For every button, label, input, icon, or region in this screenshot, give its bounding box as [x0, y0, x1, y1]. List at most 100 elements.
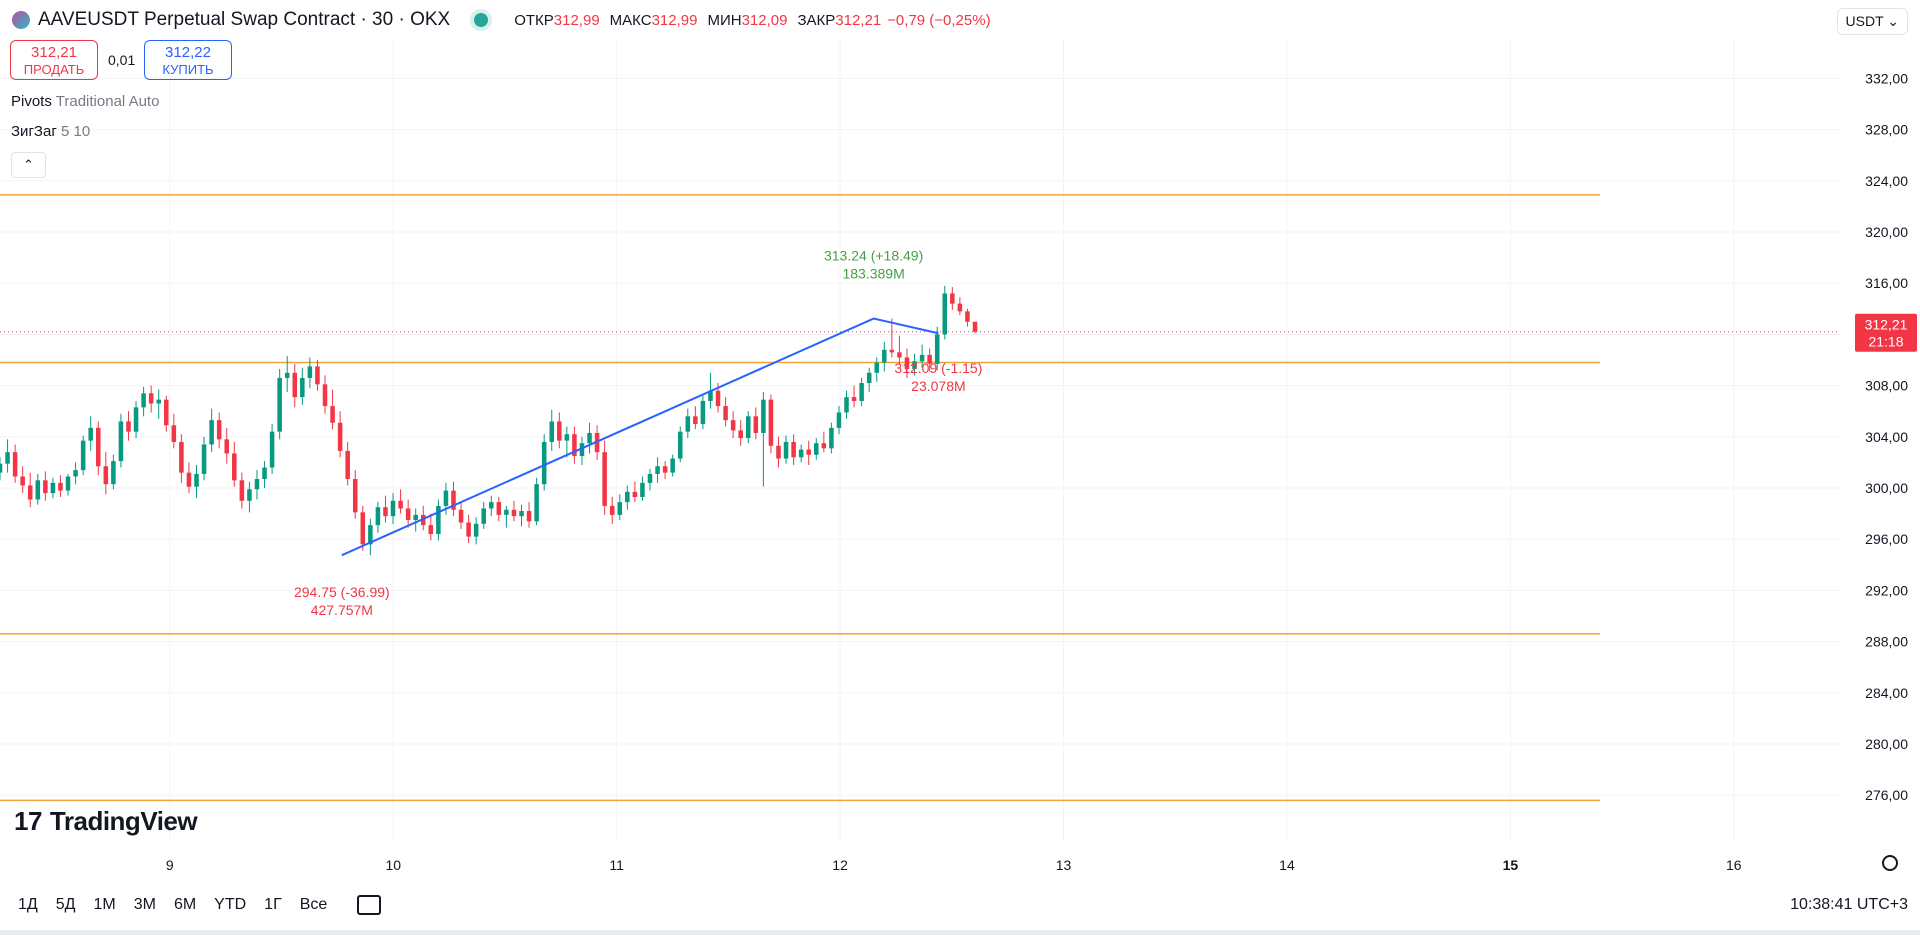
candle-body [814, 443, 819, 455]
candle-body [708, 390, 713, 401]
last-price-value: 312,21 [1865, 317, 1908, 333]
price-tick-label: 288,00 [1865, 634, 1908, 650]
high-label: МАКС [609, 11, 652, 29]
candle-body [307, 366, 313, 378]
candle-body [662, 466, 668, 473]
time-tick-label: 14 [1279, 857, 1295, 873]
candle-body [587, 432, 592, 444]
time-scale: 9 10 11 12 13 14 15 16 [166, 857, 1742, 873]
sell-label: ПРОДАТЬ [23, 62, 85, 77]
candle-body [798, 449, 804, 458]
price-tick-label: 320,00 [1865, 224, 1908, 240]
candle-body [95, 427, 101, 467]
candle-body [685, 416, 691, 432]
open-value: 312,99 [553, 11, 600, 29]
candle-body [269, 431, 275, 468]
change-value: −0,79 (−0,25%) [887, 11, 991, 29]
candle-body [239, 480, 245, 501]
market-status-icon[interactable] [474, 13, 489, 27]
buy-button[interactable]: 312,22 КУПИТЬ [144, 40, 232, 80]
candle-body [186, 472, 192, 487]
candle-body [753, 416, 759, 433]
range-3m-button[interactable]: 3М [133, 896, 156, 913]
candle-body [171, 425, 177, 442]
candle-body [897, 352, 902, 358]
candle-body [534, 484, 539, 522]
range-1d-button[interactable]: 1Д [18, 896, 38, 913]
time-tick-label: 12 [832, 857, 848, 873]
candle-body [957, 303, 963, 312]
candle-body [625, 491, 630, 503]
last-price-countdown: 21:18 [1868, 334, 1903, 350]
range-all-button[interactable]: Все [299, 896, 328, 913]
candle-body [383, 507, 388, 517]
candle-body [390, 500, 396, 517]
indicator-pivots[interactable]: Pivots Traditional Auto [11, 93, 159, 110]
candle-body [277, 377, 282, 432]
clock[interactable]: 10:38:41 UTC+3 [1790, 896, 1908, 913]
chevron-up-icon: ⌃ [23, 157, 34, 172]
low-value: 312,09 [741, 11, 788, 29]
candle-body [103, 466, 109, 485]
candle-body [209, 420, 214, 445]
time-tick-label: 10 [385, 857, 401, 873]
candle-body [443, 490, 449, 506]
candle-body [194, 473, 199, 487]
candle-body [723, 406, 728, 421]
candle-body [473, 523, 479, 537]
price-tick-label: 332,00 [1865, 70, 1908, 86]
candle-body [655, 466, 660, 474]
candle-body [496, 502, 502, 515]
sell-button[interactable]: 312,21 ПРОДАТЬ [10, 40, 98, 80]
settings-icon[interactable] [1882, 855, 1898, 871]
range-5d-button[interactable]: 5Д [55, 896, 76, 913]
candle-body [352, 479, 358, 513]
candle-body [972, 321, 978, 332]
candle-body [632, 491, 638, 497]
price-tick-label: 308,00 [1865, 378, 1908, 394]
candle-body [602, 452, 607, 506]
range-6m-button[interactable]: 6М [173, 896, 197, 913]
zigzag-volume-label: 183.389M [842, 266, 904, 282]
candle-body [292, 372, 298, 398]
candle-body [927, 354, 932, 364]
symbol-title[interactable]: AAVEUSDT Perpetual Swap Contract · 30 · … [38, 9, 451, 30]
candle-body [73, 470, 78, 477]
candle-body [647, 473, 653, 483]
zigzag-pivot-label: 294.75 (-36.99) [294, 584, 390, 600]
price-tick-label: 300,00 [1865, 480, 1908, 496]
candle-body [859, 383, 864, 401]
candle-body [693, 416, 698, 424]
candle-body [133, 407, 139, 432]
candle-body [43, 480, 48, 494]
candle-body [428, 525, 434, 535]
candle-body [451, 490, 456, 510]
candle-body [58, 482, 63, 491]
candle-body [912, 361, 917, 369]
range-1m-button[interactable]: 1М [93, 896, 116, 913]
candle-body [783, 441, 789, 459]
candle-body [436, 505, 441, 535]
currency-select[interactable]: USDT ⌄ [1836, 8, 1908, 35]
bottom-scrollbar[interactable] [0, 930, 1920, 935]
candle-body [262, 467, 267, 480]
indicator-zigzag[interactable]: ЗигЗаг 5 10 [11, 123, 90, 140]
candle-body [405, 508, 411, 520]
calendar-icon[interactable] [357, 895, 382, 915]
collapse-indicators-button[interactable]: ⌃ [11, 152, 46, 178]
candle-body [80, 440, 86, 471]
candle-body [836, 412, 842, 428]
candle-body [322, 384, 328, 407]
candle-body [141, 393, 146, 408]
range-1y-button[interactable]: 1Г [264, 896, 282, 913]
range-ytd-button[interactable]: YTD [214, 896, 247, 913]
spread-value: 0,01 [108, 52, 136, 68]
candle-body [179, 441, 184, 473]
tradingview-logo[interactable]: 17 TradingView [14, 806, 198, 837]
aave-logo-icon [12, 11, 30, 29]
price-tick-label: 324,00 [1865, 173, 1908, 189]
high-value: 312,99 [651, 11, 698, 29]
candle-body [919, 354, 925, 362]
price-tick-label: 296,00 [1865, 531, 1908, 547]
